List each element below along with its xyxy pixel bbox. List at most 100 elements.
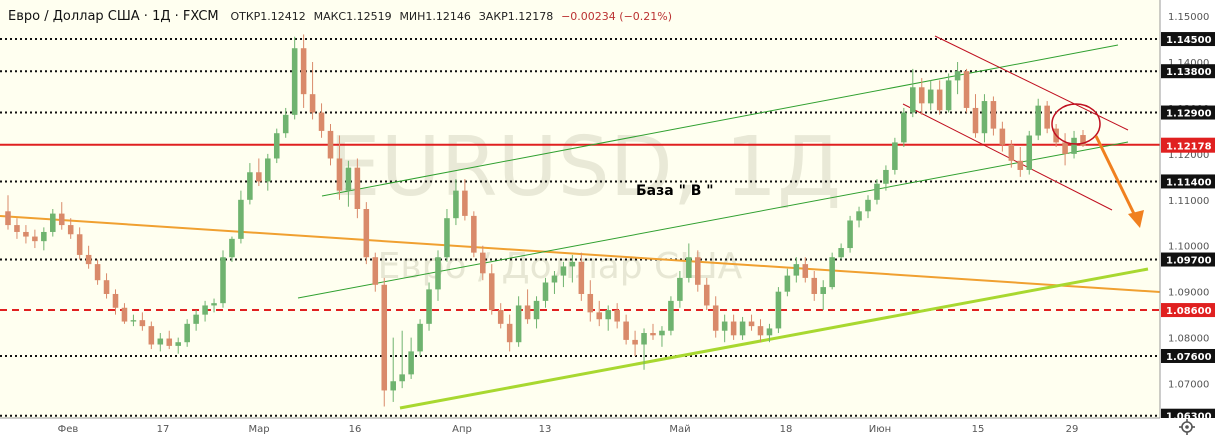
price-level-label[interactable]: 1.08600	[1161, 303, 1215, 318]
candle[interactable]	[596, 300, 603, 327]
candle[interactable]	[802, 257, 809, 283]
candle[interactable]	[910, 68, 916, 118]
candle[interactable]	[972, 94, 979, 138]
candle[interactable]	[874, 179, 880, 205]
candle[interactable]	[58, 202, 65, 230]
candle[interactable]	[14, 218, 20, 239]
candle[interactable]	[918, 78, 925, 115]
candle[interactable]	[954, 62, 961, 95]
candle[interactable]	[417, 319, 423, 356]
red-channel-lower-line[interactable]	[902, 103, 1113, 211]
candle[interactable]	[650, 323, 656, 340]
lime-trend-line[interactable]	[399, 267, 1149, 410]
candle[interactable]	[238, 190, 244, 244]
candle[interactable]	[273, 128, 280, 164]
candle[interactable]	[686, 243, 692, 283]
candle[interactable]	[721, 314, 728, 343]
candle[interactable]	[1035, 98, 1041, 141]
candle[interactable]	[291, 36, 298, 120]
red-channel-upper-line[interactable]	[934, 35, 1129, 131]
candle[interactable]	[506, 314, 513, 352]
candle[interactable]	[766, 323, 773, 343]
candle[interactable]	[1008, 140, 1015, 168]
candle[interactable]	[309, 62, 316, 120]
candle[interactable]	[103, 273, 110, 299]
candle[interactable]	[139, 312, 146, 331]
candle[interactable]	[623, 314, 629, 345]
candle[interactable]	[85, 245, 92, 269]
candle[interactable]	[990, 96, 997, 136]
candle[interactable]	[184, 319, 190, 347]
candle[interactable]	[811, 271, 818, 301]
candle[interactable]	[757, 319, 764, 343]
candle[interactable]	[587, 280, 594, 322]
price-level-label[interactable]: 1.14500	[1161, 32, 1215, 47]
candle[interactable]	[471, 211, 477, 258]
candle[interactable]	[677, 271, 683, 308]
candle[interactable]	[327, 124, 334, 166]
symbol-title[interactable]: Евро / Доллар США · 1Д · FXCM	[8, 9, 219, 24]
candle[interactable]	[847, 215, 853, 253]
current-price-label[interactable]: 1.12178	[1161, 138, 1215, 153]
candle[interactable]	[668, 296, 674, 336]
candle[interactable]	[130, 314, 137, 327]
candle[interactable]	[695, 250, 701, 292]
candle[interactable]	[488, 264, 495, 315]
candle[interactable]	[515, 296, 522, 347]
candle[interactable]	[50, 209, 56, 237]
candle[interactable]	[1026, 130, 1033, 175]
price-level-label[interactable]: 1.12900	[1161, 105, 1215, 120]
candle[interactable]	[1062, 133, 1068, 166]
candle[interactable]	[883, 165, 889, 191]
candle[interactable]	[659, 326, 665, 347]
candle[interactable]	[703, 277, 710, 311]
candle[interactable]	[524, 289, 531, 324]
candle[interactable]	[193, 310, 199, 331]
settings-gear-icon[interactable]	[1179, 419, 1195, 435]
orange-trend-line[interactable]	[0, 215, 1161, 293]
candle[interactable]	[856, 206, 862, 228]
candle[interactable]	[390, 337, 396, 402]
candle[interactable]	[865, 195, 871, 219]
candle[interactable]	[981, 94, 988, 143]
candle[interactable]	[820, 280, 826, 311]
candle[interactable]	[892, 137, 898, 175]
candle[interactable]	[793, 257, 800, 283]
price-level-label[interactable]: 1.07600	[1161, 348, 1215, 363]
candle[interactable]	[542, 277, 549, 308]
price-level-label[interactable]: 1.11400	[1161, 174, 1215, 189]
candle[interactable]	[372, 252, 379, 292]
candle[interactable]	[175, 337, 181, 354]
candle[interactable]	[202, 300, 208, 322]
candle[interactable]	[1080, 129, 1086, 147]
candle[interactable]	[551, 271, 558, 294]
candle[interactable]	[748, 314, 755, 331]
candle[interactable]	[336, 135, 343, 200]
candle[interactable]	[211, 298, 217, 313]
time-axis-background[interactable]	[0, 418, 1215, 438]
candle[interactable]	[730, 314, 737, 340]
candle[interactable]	[363, 202, 370, 265]
candle[interactable]	[641, 328, 647, 370]
candle[interactable]	[5, 195, 11, 230]
candle[interactable]	[497, 303, 504, 329]
candle[interactable]	[901, 107, 907, 147]
green-channel-upper-line[interactable]	[321, 44, 1119, 197]
candle[interactable]	[945, 73, 952, 113]
candle[interactable]	[399, 330, 405, 389]
candle[interactable]	[829, 252, 835, 290]
candle[interactable]	[256, 158, 262, 187]
candle[interactable]	[112, 289, 119, 315]
candle[interactable]	[1044, 101, 1050, 134]
candle[interactable]	[354, 158, 361, 219]
candle[interactable]	[282, 107, 289, 138]
highlight-circle[interactable]	[1051, 103, 1101, 145]
candle[interactable]	[229, 236, 235, 262]
candle[interactable]	[345, 160, 352, 207]
candle[interactable]	[462, 179, 468, 221]
candle[interactable]	[999, 121, 1006, 152]
candle[interactable]	[927, 80, 934, 111]
candle[interactable]	[838, 243, 844, 260]
candle[interactable]	[94, 259, 101, 285]
forecast-arrow-line[interactable]	[1094, 135, 1140, 223]
